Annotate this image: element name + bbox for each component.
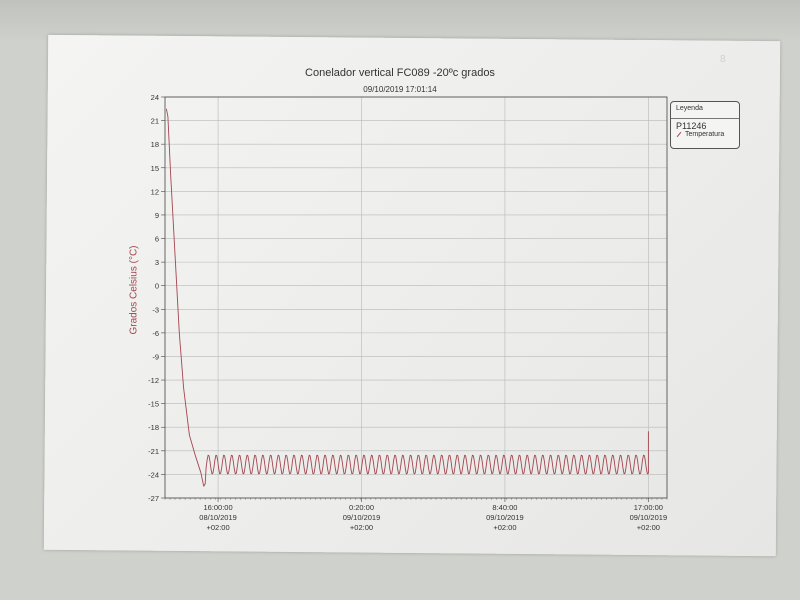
y-tick-label: 24 bbox=[151, 93, 159, 102]
x-tick-label: 8:40:00 bbox=[492, 503, 517, 512]
x-tick-label: 09/10/2019 bbox=[630, 513, 668, 522]
y-tick-label: -3 bbox=[152, 305, 159, 314]
y-tick-label: -24 bbox=[148, 470, 159, 479]
x-tick-label: +02:00 bbox=[206, 523, 229, 532]
y-tick-label: 15 bbox=[151, 164, 159, 173]
x-tick-label: +02:00 bbox=[493, 523, 516, 532]
y-tick-label: -15 bbox=[148, 400, 159, 409]
legend-entry-label: Temperatura bbox=[685, 131, 725, 138]
desk-background bbox=[0, 0, 800, 40]
legend-swatch bbox=[676, 131, 682, 138]
legend: Leyenda P11246 Temperatura bbox=[670, 101, 740, 149]
y-tick-label: 6 bbox=[155, 235, 159, 244]
x-tick-label: 08/10/2019 bbox=[199, 513, 237, 522]
y-tick-label: -18 bbox=[148, 423, 159, 432]
plot-frame bbox=[164, 96, 668, 499]
y-tick-label: 9 bbox=[155, 211, 159, 220]
series-line-temperatura bbox=[165, 108, 649, 487]
y-tick-label: -27 bbox=[148, 494, 159, 503]
y-tick-label: -12 bbox=[148, 376, 159, 385]
y-tick-label: 21 bbox=[151, 117, 159, 126]
x-tick-label: 09/10/2019 bbox=[486, 513, 524, 522]
chart-title: Conelador vertical FC089 -20ºc grados bbox=[305, 67, 495, 79]
y-tick-label: -6 bbox=[152, 329, 159, 338]
y-tick-label: -21 bbox=[148, 447, 159, 456]
page-mark: 8 bbox=[720, 54, 726, 65]
y-tick-label: -9 bbox=[152, 352, 159, 361]
legend-header: Leyenda bbox=[671, 102, 739, 119]
x-tick-label: 16:00:00 bbox=[203, 503, 232, 512]
y-tick-label: 12 bbox=[151, 187, 159, 196]
y-tick-label: 3 bbox=[155, 258, 159, 267]
x-tick-label: 0:20:00 bbox=[349, 503, 374, 512]
legend-group: P11246 bbox=[676, 121, 707, 131]
chart-subtitle: 09/10/2019 17:01:14 bbox=[363, 85, 437, 94]
legend-entry: Temperatura bbox=[671, 131, 739, 138]
x-tick-label: +02:00 bbox=[637, 523, 660, 532]
y-tick-label: 18 bbox=[151, 140, 159, 149]
x-tick-label: 17:00:00 bbox=[634, 503, 663, 512]
x-tick-label: 09/10/2019 bbox=[343, 513, 381, 522]
x-tick-label: +02:00 bbox=[350, 523, 373, 532]
y-tick-label: 0 bbox=[155, 282, 159, 291]
y-axis-label: Grados Celsius (°C) bbox=[128, 245, 140, 335]
